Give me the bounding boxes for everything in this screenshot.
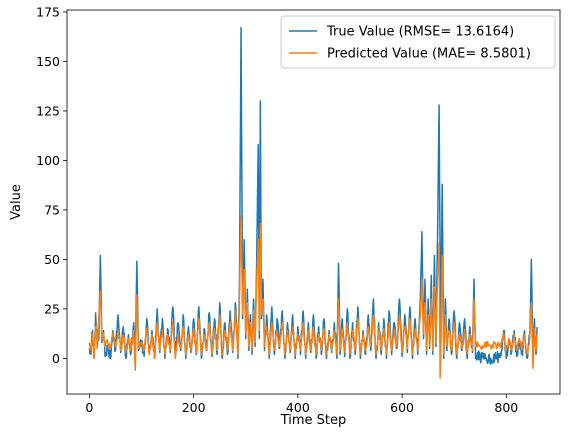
x-axis-label: Time Step (280, 413, 347, 428)
legend-box (280, 15, 556, 69)
y-tick-label: 100 (36, 153, 60, 168)
legend: True Value (RMSE= 13.6164) Predicted Valu… (280, 15, 556, 69)
y-tick-label: 175 (36, 4, 60, 19)
x-tick-label: 600 (390, 400, 414, 415)
y-tick-label: 125 (36, 103, 60, 118)
series-line-predicted-value (88, 215, 538, 379)
x-tick-label: 400 (286, 400, 310, 415)
y-tick-label: 75 (44, 202, 60, 217)
y-tick-label: 25 (44, 301, 60, 316)
y-tick-label: 50 (44, 252, 60, 267)
legend-entry: Predicted Value (MAE= 8.5801) (327, 47, 531, 62)
y-axis: 0 25 50 75 100 125 150 175 (36, 4, 67, 366)
x-tick-label: 800 (494, 400, 518, 415)
x-tick-label: 200 (182, 400, 206, 415)
axes-frame (66, 9, 561, 395)
x-axis: 0 200 400 600 800 (85, 394, 518, 415)
legend-entry: True Value (RMSE= 13.6164) (326, 25, 514, 40)
x-tick-label: 0 (85, 400, 93, 415)
y-axis-label: Value (9, 184, 24, 220)
plot-area (88, 27, 538, 379)
y-tick-label: 0 (52, 351, 60, 366)
y-tick-label: 150 (36, 54, 60, 69)
